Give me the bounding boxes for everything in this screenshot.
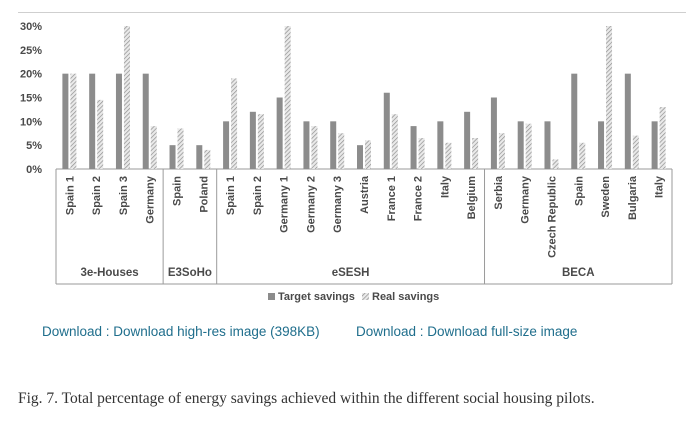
x-category-label: Spain	[573, 176, 585, 206]
target-savings-bar	[464, 111, 471, 169]
real-savings-bar	[391, 114, 398, 169]
legend-label-real: Real savings	[372, 291, 439, 303]
x-category-label: Bulgaria	[627, 175, 639, 220]
real-savings-bar	[365, 140, 371, 169]
x-category-label: Spain 3	[118, 176, 130, 215]
legend-label-target: Target savings	[278, 291, 355, 303]
real-savings-bar	[472, 138, 479, 169]
legend: Target savings Real savings	[268, 291, 439, 303]
x-category-label: France 1	[386, 176, 398, 221]
energy-savings-bar-chart: 0%5%10%15%20%25%30% Spain 1 Spain 2 Spain …	[20, 21, 673, 303]
real-savings-bar	[177, 128, 184, 169]
x-category-label: Sweden	[600, 176, 612, 218]
x-axis-labels: Spain 1 Spain 2 Spain 3 Germany Spain Poland S…	[64, 175, 665, 258]
top-divider	[18, 12, 686, 13]
x-category-label: Germany	[145, 175, 157, 224]
real-savings-bar	[606, 26, 613, 169]
x-category-label: Germany 3	[332, 176, 344, 233]
target-savings-bar	[142, 73, 149, 169]
real-savings-bar	[525, 123, 532, 169]
figure-caption: Fig. 7. Total percentage of energy savin…	[18, 390, 595, 407]
x-category-label: Serbia	[493, 175, 505, 210]
x-category-label: Belgium	[466, 176, 478, 220]
x-category-label: Spain	[172, 176, 184, 206]
real-savings-bar	[97, 99, 104, 169]
real-savings-bar	[659, 107, 666, 169]
target-savings-bar	[169, 145, 176, 169]
download-links: Download : Download high-res image (398K…	[0, 324, 691, 344]
real-savings-bar	[338, 133, 345, 169]
download-highres-link[interactable]: Download : Download high-res image (398K…	[42, 324, 320, 339]
y-tick-label: 15%	[20, 93, 42, 105]
target-savings-bar	[62, 73, 69, 169]
x-category-label: Germany 1	[279, 176, 291, 233]
real-savings-bar	[204, 149, 211, 169]
target-savings-bar	[624, 73, 631, 169]
download-fullsize-link[interactable]: Download : Download full-size image	[356, 324, 578, 339]
y-tick-label: 10%	[20, 116, 42, 128]
target-savings-bar	[437, 121, 444, 169]
target-savings-bar	[410, 126, 417, 169]
target-savings-bar	[330, 121, 337, 169]
target-savings-bar	[490, 97, 497, 169]
real-savings-bar	[284, 26, 291, 169]
real-savings-bar	[579, 142, 586, 169]
x-category-label: Poland	[198, 176, 210, 213]
target-savings-bar	[223, 121, 230, 169]
real-savings-bar	[498, 133, 505, 169]
x-category-label: Spain 1	[64, 176, 76, 215]
real-savings-bar	[150, 126, 157, 169]
group-label: BECA	[562, 267, 595, 279]
real-savings-bar	[632, 135, 639, 169]
target-savings-bar	[303, 121, 310, 169]
target-savings-bar	[196, 145, 203, 169]
x-category-label: France 2	[413, 176, 425, 221]
x-category-label: Germany 2	[305, 176, 317, 233]
target-savings-bar	[651, 121, 658, 169]
y-axis: 0% 5% 10% 15% 20% 25% 30%	[20, 21, 672, 176]
real-savings-bar	[552, 159, 559, 169]
x-category-label: Italy	[439, 175, 451, 198]
target-savings-bar	[357, 145, 363, 169]
y-tick-label: 30%	[20, 21, 42, 33]
x-category-label: Spain 2	[252, 176, 264, 215]
x-category-label: Germany	[520, 175, 532, 224]
real-savings-bar	[311, 126, 318, 169]
target-savings-bar	[276, 97, 283, 169]
x-category-label: Spain 1	[225, 176, 237, 215]
real-savings-bar	[445, 142, 452, 169]
target-savings-bar	[249, 111, 256, 169]
x-category-label: Spain 2	[91, 176, 103, 215]
group-label: 3e-Houses	[80, 267, 138, 279]
real-savings-bar	[70, 73, 77, 169]
target-savings-bar	[383, 92, 390, 169]
real-savings-bar	[123, 26, 130, 169]
bars	[62, 26, 666, 169]
x-category-label: Italy	[654, 175, 666, 198]
y-tick-label: 20%	[20, 69, 42, 81]
real-savings-bar	[418, 138, 425, 169]
target-savings-bar	[115, 73, 122, 169]
y-tick-label: 5%	[26, 140, 42, 152]
target-savings-bar	[89, 73, 96, 169]
real-savings-bar	[257, 114, 264, 169]
real-savings-bar	[231, 78, 238, 169]
group-label: eSESH	[332, 267, 370, 279]
x-category-label: Austria	[359, 175, 371, 214]
target-savings-bar	[571, 73, 578, 169]
y-tick-label: 25%	[20, 45, 42, 57]
y-tick-label: 0%	[26, 164, 42, 176]
legend-swatch-real	[362, 293, 369, 300]
group-label: E3SoHo	[168, 267, 212, 279]
group-labels: 3e-Houses E3SoHo eSESH BECA	[55, 169, 673, 285]
legend-swatch-target	[268, 293, 275, 300]
target-savings-bar	[598, 121, 605, 169]
target-savings-bar	[544, 121, 551, 169]
x-category-label: Czech Republic	[546, 176, 558, 258]
target-savings-bar	[517, 121, 524, 169]
